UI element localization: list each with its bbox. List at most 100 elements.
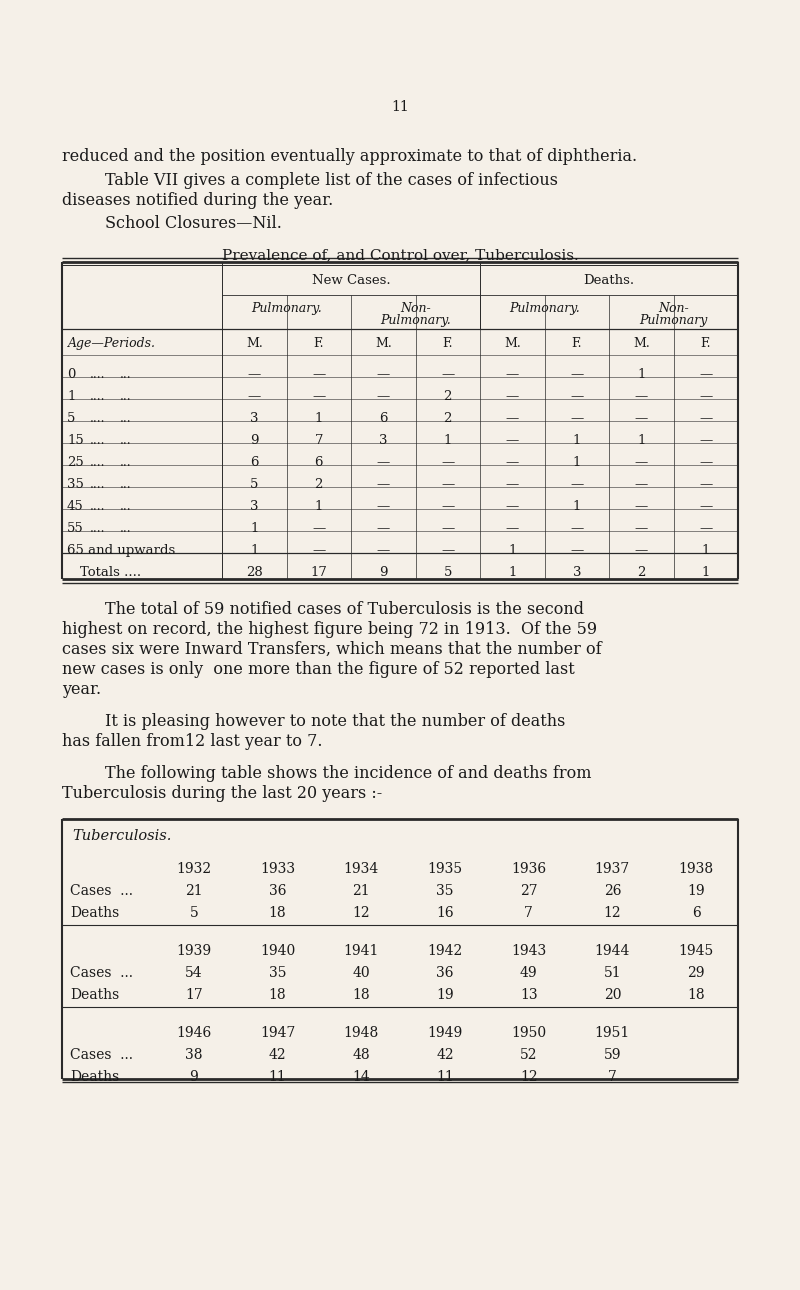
Text: 42: 42 bbox=[436, 1047, 454, 1062]
Text: Pulmonary.: Pulmonary. bbox=[380, 313, 451, 326]
Text: Cases  ...: Cases ... bbox=[70, 1047, 133, 1062]
Text: —: — bbox=[441, 501, 454, 513]
Text: —: — bbox=[506, 368, 519, 381]
Text: —: — bbox=[506, 390, 519, 402]
Text: —: — bbox=[441, 455, 454, 470]
Text: —: — bbox=[377, 390, 390, 402]
Text: —: — bbox=[634, 544, 648, 557]
Text: 1937: 1937 bbox=[595, 862, 630, 876]
Text: —: — bbox=[570, 390, 583, 402]
Text: 1935: 1935 bbox=[427, 862, 462, 876]
Text: 15: 15 bbox=[67, 433, 84, 448]
Text: ...: ... bbox=[120, 368, 132, 381]
Text: Cases  ...: Cases ... bbox=[70, 966, 133, 980]
Text: The total of 59 notified cases of Tuberculosis is the second: The total of 59 notified cases of Tuberc… bbox=[105, 601, 584, 618]
Text: 1: 1 bbox=[573, 433, 581, 448]
Text: M.: M. bbox=[246, 337, 262, 350]
Text: ...: ... bbox=[120, 501, 132, 513]
Text: 1: 1 bbox=[637, 368, 646, 381]
Text: 55: 55 bbox=[67, 522, 84, 535]
Text: 36: 36 bbox=[436, 966, 454, 980]
Text: 1: 1 bbox=[702, 544, 710, 557]
Text: 12: 12 bbox=[353, 906, 370, 920]
Text: 1: 1 bbox=[702, 566, 710, 579]
Text: It is pleasing however to note that the number of deaths: It is pleasing however to note that the … bbox=[105, 713, 566, 730]
Text: M.: M. bbox=[375, 337, 392, 350]
Text: —: — bbox=[699, 412, 712, 424]
Text: Pulmonary.: Pulmonary. bbox=[509, 302, 580, 315]
Text: 49: 49 bbox=[520, 966, 538, 980]
Text: —: — bbox=[699, 455, 712, 470]
Text: 1: 1 bbox=[250, 544, 258, 557]
Text: 2: 2 bbox=[443, 390, 452, 402]
Text: ...: ... bbox=[120, 412, 132, 424]
Text: Tuberculosis during the last 20 years :-: Tuberculosis during the last 20 years :- bbox=[62, 786, 382, 802]
Text: 5: 5 bbox=[190, 906, 198, 920]
Text: ....: .... bbox=[90, 368, 106, 381]
Text: 1934: 1934 bbox=[344, 862, 379, 876]
Text: 1946: 1946 bbox=[176, 1026, 211, 1040]
Text: 17: 17 bbox=[185, 988, 202, 1002]
Text: 48: 48 bbox=[353, 1047, 370, 1062]
Text: year.: year. bbox=[62, 681, 101, 698]
Text: —: — bbox=[248, 368, 261, 381]
Text: 35: 35 bbox=[67, 479, 84, 491]
Text: F.: F. bbox=[701, 337, 711, 350]
Text: 7: 7 bbox=[524, 906, 533, 920]
Text: 1932: 1932 bbox=[176, 862, 211, 876]
Text: —: — bbox=[506, 433, 519, 448]
Text: ...: ... bbox=[120, 455, 132, 470]
Text: ....: .... bbox=[90, 501, 106, 513]
Text: —: — bbox=[377, 501, 390, 513]
Text: 1933: 1933 bbox=[260, 862, 295, 876]
Text: —: — bbox=[699, 433, 712, 448]
Text: 1942: 1942 bbox=[427, 944, 462, 958]
Text: The following table shows the incidence of and deaths from: The following table shows the incidence … bbox=[105, 765, 591, 782]
Text: 28: 28 bbox=[246, 566, 262, 579]
Text: 11: 11 bbox=[436, 1069, 454, 1084]
Text: 9: 9 bbox=[250, 433, 258, 448]
Text: —: — bbox=[506, 522, 519, 535]
Text: new cases is only  one more than the figure of 52 reported last: new cases is only one more than the figu… bbox=[62, 660, 574, 679]
Text: 14: 14 bbox=[353, 1069, 370, 1084]
Text: 1: 1 bbox=[314, 412, 323, 424]
Text: Totals ....: Totals .... bbox=[80, 566, 141, 579]
Text: —: — bbox=[570, 368, 583, 381]
Text: ....: .... bbox=[90, 522, 106, 535]
Text: —: — bbox=[377, 479, 390, 491]
Text: 65 and upwards: 65 and upwards bbox=[67, 544, 175, 557]
Text: —: — bbox=[634, 522, 648, 535]
Text: F.: F. bbox=[442, 337, 453, 350]
Text: Deaths: Deaths bbox=[70, 1069, 119, 1084]
Text: 1938: 1938 bbox=[678, 862, 714, 876]
Text: 5: 5 bbox=[250, 479, 258, 491]
Text: —: — bbox=[570, 522, 583, 535]
Text: Prevalence of, and Control over, Tuberculosis.: Prevalence of, and Control over, Tubercu… bbox=[222, 248, 578, 262]
Text: 11: 11 bbox=[391, 101, 409, 114]
Text: 11: 11 bbox=[269, 1069, 286, 1084]
Text: —: — bbox=[570, 412, 583, 424]
Text: 7: 7 bbox=[608, 1069, 617, 1084]
Text: ....: .... bbox=[90, 390, 106, 402]
Text: 0: 0 bbox=[67, 368, 75, 381]
Text: Non-: Non- bbox=[658, 302, 689, 315]
Text: 35: 35 bbox=[269, 966, 286, 980]
Text: —: — bbox=[634, 390, 648, 402]
Text: 1941: 1941 bbox=[343, 944, 379, 958]
Text: 19: 19 bbox=[687, 884, 705, 898]
Text: Deaths.: Deaths. bbox=[583, 273, 634, 286]
Text: M.: M. bbox=[633, 337, 650, 350]
Text: reduced and the position eventually approximate to that of diphtheria.: reduced and the position eventually appr… bbox=[62, 148, 637, 165]
Text: 1: 1 bbox=[573, 501, 581, 513]
Text: 19: 19 bbox=[436, 988, 454, 1002]
Text: ....: .... bbox=[90, 412, 106, 424]
Text: Non-: Non- bbox=[400, 302, 431, 315]
Text: —: — bbox=[570, 479, 583, 491]
Text: —: — bbox=[441, 544, 454, 557]
Text: 6: 6 bbox=[250, 455, 258, 470]
Text: ....: .... bbox=[90, 455, 106, 470]
Text: —: — bbox=[506, 501, 519, 513]
Text: ...: ... bbox=[120, 390, 132, 402]
Text: Pulmonary: Pulmonary bbox=[639, 313, 708, 326]
Text: Tuberculosis.: Tuberculosis. bbox=[72, 829, 171, 842]
